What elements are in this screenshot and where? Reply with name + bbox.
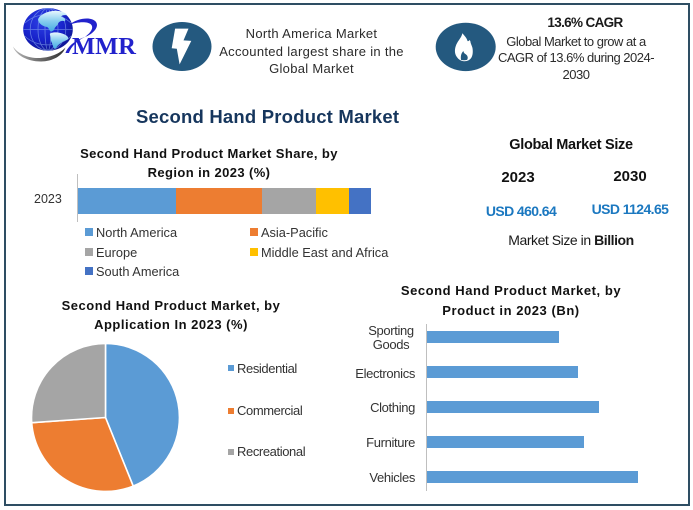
svg-text:MMR: MMR [72, 33, 136, 60]
